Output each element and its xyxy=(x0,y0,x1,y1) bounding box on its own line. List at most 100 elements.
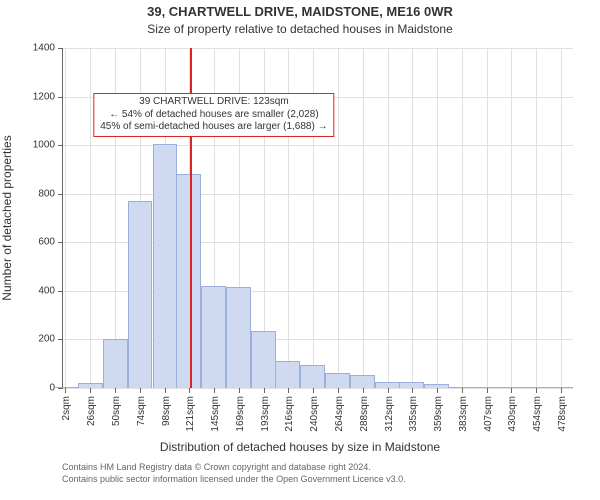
histogram-bar xyxy=(226,287,251,388)
histogram-bar xyxy=(498,387,523,388)
xtick-label: 264sqm xyxy=(334,396,345,432)
gridline-v xyxy=(437,48,438,388)
gridline-v xyxy=(65,48,66,388)
histogram-bar xyxy=(424,384,449,388)
ytick-label: 200 xyxy=(15,334,55,345)
xtick-label: 288sqm xyxy=(359,396,370,432)
x-axis-label: Distribution of detached houses by size … xyxy=(0,440,600,454)
xtick-label: 216sqm xyxy=(284,396,295,432)
xtick-label: 478sqm xyxy=(557,396,568,432)
histogram-bar xyxy=(128,201,153,388)
histogram-bar xyxy=(449,387,474,388)
xtick-label: 359sqm xyxy=(433,396,444,432)
xtick-mark xyxy=(313,388,314,393)
histogram-bar xyxy=(275,361,300,388)
xtick-mark xyxy=(536,388,537,393)
ytick-mark xyxy=(58,339,63,340)
histogram-bar xyxy=(523,387,548,388)
gridline-v xyxy=(511,48,512,388)
xtick-mark xyxy=(511,388,512,393)
histogram-bar xyxy=(251,331,276,388)
xtick-label: 407sqm xyxy=(483,396,494,432)
info-box: 39 CHARTWELL DRIVE: 123sqm← 54% of detac… xyxy=(93,93,334,137)
xtick-label: 2sqm xyxy=(61,396,72,420)
ytick-label: 1000 xyxy=(15,140,55,151)
xtick-mark xyxy=(115,388,116,393)
ytick-label: 400 xyxy=(15,285,55,296)
xtick-mark xyxy=(487,388,488,393)
histogram-bar xyxy=(474,387,499,388)
histogram-bar xyxy=(153,144,178,388)
xtick-mark xyxy=(462,388,463,393)
xtick-mark xyxy=(165,388,166,393)
xtick-label: 121sqm xyxy=(185,396,196,432)
xtick-mark xyxy=(90,388,91,393)
xtick-mark xyxy=(437,388,438,393)
xtick-label: 50sqm xyxy=(111,396,122,426)
histogram-bar xyxy=(53,387,78,388)
xtick-label: 98sqm xyxy=(161,396,172,426)
xtick-mark xyxy=(65,388,66,393)
gridline-v xyxy=(412,48,413,388)
gridline-v xyxy=(338,48,339,388)
histogram-bar xyxy=(201,286,226,388)
footer-line-2: Contains public sector information licen… xyxy=(62,474,406,486)
page-title: 39, CHARTWELL DRIVE, MAIDSTONE, ME16 0WR xyxy=(0,4,600,19)
xtick-mark xyxy=(189,388,190,393)
histogram-bar xyxy=(399,382,424,388)
ytick-label: 1400 xyxy=(15,43,55,54)
gridline-v xyxy=(487,48,488,388)
ytick-label: 0 xyxy=(15,383,55,394)
xtick-mark xyxy=(363,388,364,393)
xtick-label: 145sqm xyxy=(210,396,221,432)
histogram-bar xyxy=(325,373,350,388)
histogram-bar xyxy=(300,365,325,388)
gridline-v xyxy=(90,48,91,388)
info-box-line-3: 45% of semi-detached houses are larger (… xyxy=(100,121,327,134)
subtitle-text: Size of property relative to detached ho… xyxy=(147,22,453,36)
page-subtitle: Size of property relative to detached ho… xyxy=(0,22,600,36)
ytick-mark xyxy=(58,242,63,243)
histogram-bar xyxy=(375,382,400,388)
ytick-mark xyxy=(58,97,63,98)
ytick-label: 600 xyxy=(15,237,55,248)
xtick-mark xyxy=(412,388,413,393)
histogram-bar xyxy=(548,387,573,388)
gridline-v xyxy=(462,48,463,388)
info-box-line-2: ← 54% of detached houses are smaller (2,… xyxy=(100,109,327,122)
gridline-v xyxy=(536,48,537,388)
plot-area: 02004006008001000120014002sqm26sqm50sqm7… xyxy=(62,48,573,389)
footer-line-1: Contains HM Land Registry data © Crown c… xyxy=(62,462,406,474)
xtick-label: 312sqm xyxy=(384,396,395,432)
gridline-v xyxy=(363,48,364,388)
xtick-mark xyxy=(288,388,289,393)
xtick-mark xyxy=(388,388,389,393)
ytick-mark xyxy=(58,48,63,49)
histogram-bar xyxy=(103,339,128,388)
xtick-mark xyxy=(239,388,240,393)
ytick-mark xyxy=(58,291,63,292)
ytick-label: 800 xyxy=(15,188,55,199)
xtick-mark xyxy=(561,388,562,393)
histogram-bar xyxy=(78,383,103,388)
ytick-mark xyxy=(58,145,63,146)
y-axis-label: Number of detached properties xyxy=(0,135,14,300)
xtick-label: 193sqm xyxy=(260,396,271,432)
histogram-bar xyxy=(176,174,201,388)
histogram-bar xyxy=(350,375,375,388)
ytick-label: 1200 xyxy=(15,91,55,102)
ytick-mark xyxy=(58,388,63,389)
xtick-mark xyxy=(338,388,339,393)
xtick-mark xyxy=(214,388,215,393)
info-box-line-1: 39 CHARTWELL DRIVE: 123sqm xyxy=(100,96,327,109)
xtick-label: 383sqm xyxy=(458,396,469,432)
xtick-label: 74sqm xyxy=(136,396,147,426)
xtick-label: 169sqm xyxy=(235,396,246,432)
gridline-v xyxy=(561,48,562,388)
xtick-mark xyxy=(140,388,141,393)
xtick-label: 430sqm xyxy=(507,396,518,432)
ytick-mark xyxy=(58,194,63,195)
xtick-label: 26sqm xyxy=(86,396,97,426)
footer-attribution: Contains HM Land Registry data © Crown c… xyxy=(62,462,406,485)
xtick-mark xyxy=(264,388,265,393)
